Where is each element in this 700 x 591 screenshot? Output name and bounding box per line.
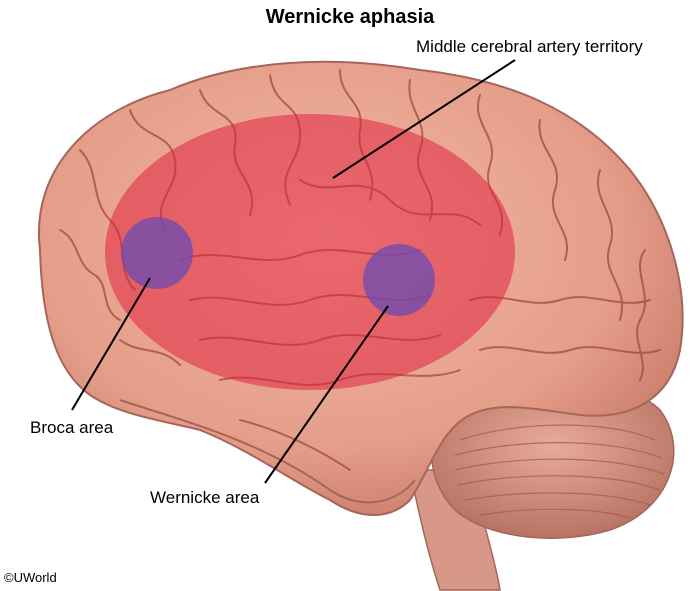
- copyright-notice: ©UWorld: [4, 570, 57, 585]
- mca-territory: [105, 114, 515, 390]
- broca-area-label: Broca area: [30, 418, 114, 437]
- diagram-title: Wernicke aphasia: [265, 6, 435, 28]
- mca-territory-label: Middle cerebral artery territory: [416, 37, 643, 56]
- temporal-lobe: [119, 399, 416, 504]
- mca-leader-line: [332, 59, 516, 179]
- cerebellum-folia: [454, 424, 665, 519]
- wernicke-area: [363, 244, 435, 316]
- broca-area: [121, 217, 193, 289]
- wernicke-leader-line: [264, 305, 389, 484]
- wernicke-area-label: Wernicke area: [150, 488, 260, 507]
- broca-leader-line: [71, 277, 151, 411]
